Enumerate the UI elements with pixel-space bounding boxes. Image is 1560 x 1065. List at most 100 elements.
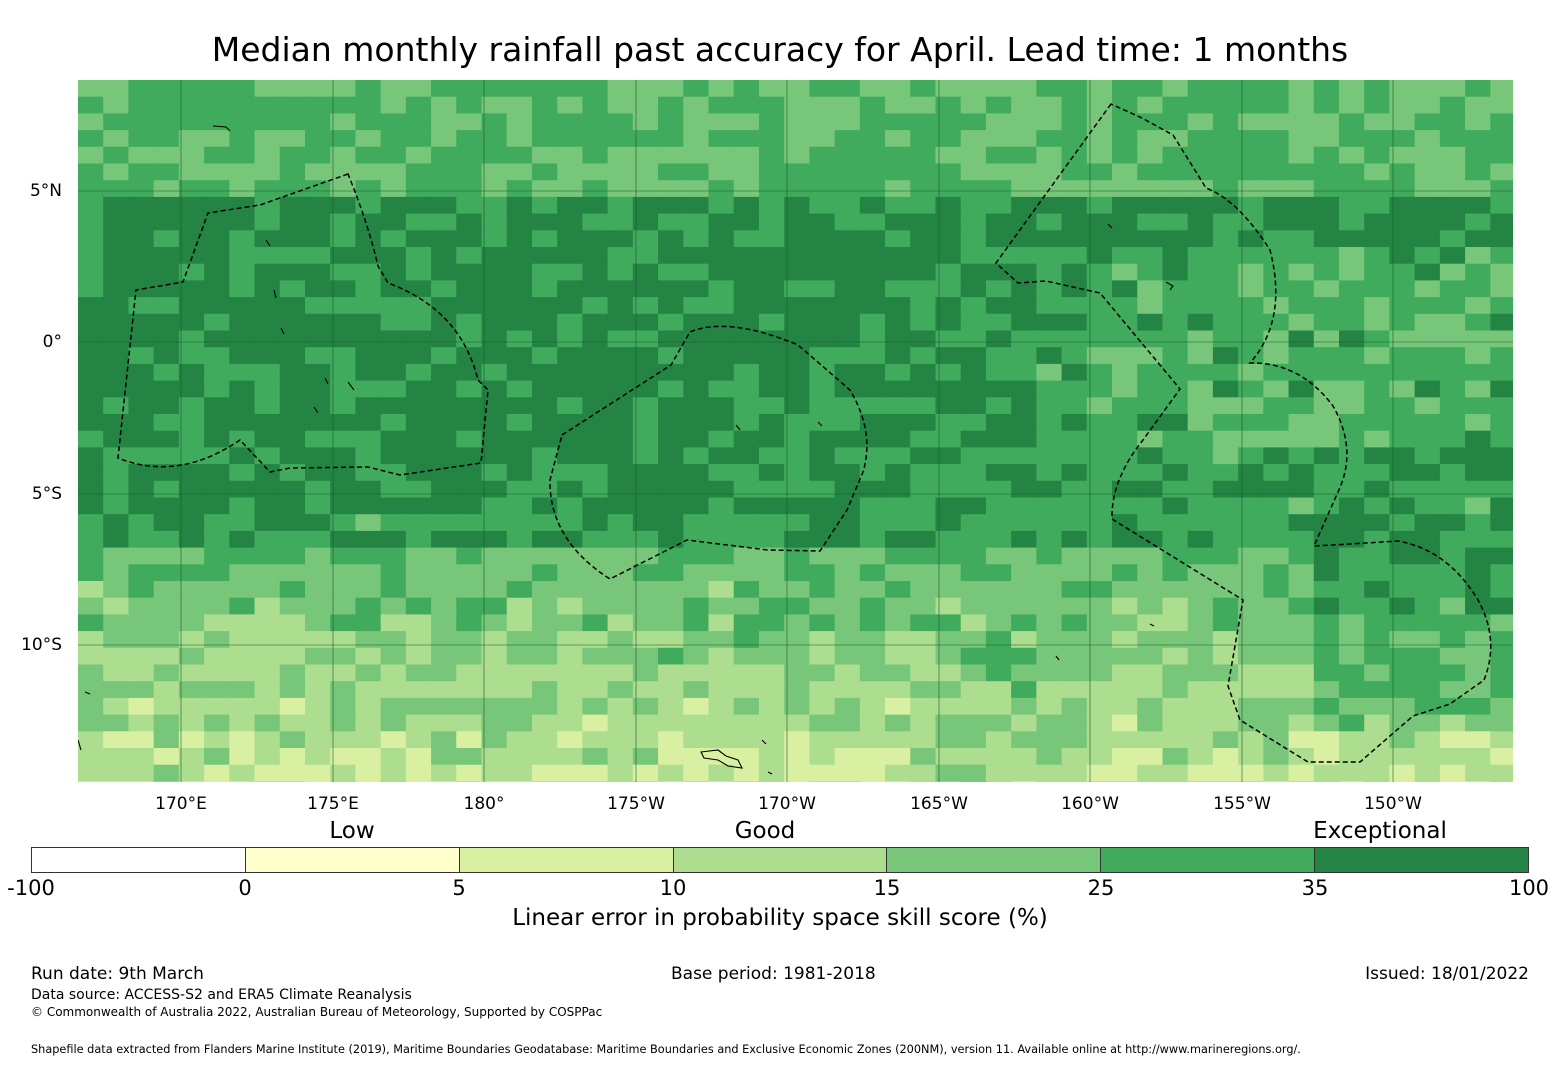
grid-cell	[1238, 80, 1264, 98]
grid-cell	[1313, 347, 1340, 365]
grid-cell	[708, 714, 735, 732]
grid-cell	[582, 397, 609, 415]
grid-cell	[1364, 781, 1391, 782]
grid-cell	[960, 781, 987, 782]
grid-cell	[1061, 347, 1088, 365]
grid-cell	[506, 530, 533, 549]
grid-cell	[103, 597, 130, 615]
grid-cell	[1414, 113, 1441, 131]
grid-cell	[1414, 731, 1441, 749]
grid-cell	[708, 530, 735, 549]
grid-cell	[1439, 564, 1466, 582]
grid-cell	[78, 414, 104, 432]
grid-cell	[254, 297, 281, 315]
grid-cell	[1313, 180, 1340, 198]
grid-cell	[1339, 213, 1365, 231]
grid-cell	[330, 163, 357, 181]
grid-cell	[304, 247, 331, 265]
grid-cell	[935, 180, 962, 198]
grid-cell	[1364, 330, 1391, 348]
grid-cell	[1263, 397, 1290, 415]
grid-cell	[1389, 480, 1416, 499]
grid-cell	[405, 380, 432, 398]
grid-cell	[405, 647, 432, 666]
grid-cell	[1086, 464, 1113, 482]
grid-cell	[1439, 297, 1466, 315]
grid-cell	[607, 781, 634, 782]
grid-cell	[1212, 547, 1239, 565]
grid-cell	[1187, 163, 1214, 181]
grid-cell	[1389, 380, 1416, 398]
grid-cell	[1439, 480, 1466, 499]
grid-cell	[1112, 113, 1138, 131]
grid-cell	[683, 247, 710, 265]
grid-cell	[1414, 514, 1441, 532]
grid-cell	[1490, 447, 1513, 465]
legend-category-exceptional: Exceptional	[1313, 818, 1447, 844]
grid-cell	[1288, 514, 1315, 532]
grid-cell	[935, 447, 962, 465]
grid-cell	[229, 464, 256, 482]
grid-cell	[1465, 564, 1491, 582]
grid-cell	[128, 714, 155, 732]
grid-cell	[1061, 664, 1088, 682]
grid-cell	[1036, 347, 1063, 365]
grid-cell	[557, 647, 583, 666]
grid-cell	[885, 263, 911, 281]
grid-cell	[481, 597, 508, 615]
grid-cell	[1112, 497, 1138, 515]
grid-cell	[1086, 514, 1113, 532]
grid-cell	[784, 430, 810, 448]
grid-cell	[1490, 681, 1513, 699]
grid-cell	[355, 714, 382, 732]
grid-cell	[733, 80, 760, 98]
grid-cell	[910, 664, 937, 682]
grid-cell	[1162, 480, 1189, 499]
grid-cell	[632, 213, 659, 231]
grid-cell	[531, 414, 558, 432]
grid-cell	[103, 514, 130, 532]
grid-cell	[128, 146, 155, 165]
grid-cell	[1439, 781, 1466, 782]
grid-cell	[355, 180, 382, 198]
grid-cell	[582, 113, 609, 131]
grid-cell	[910, 113, 937, 131]
grid-cell	[1137, 96, 1164, 114]
grid-cell	[355, 163, 382, 181]
grid-cell	[910, 363, 937, 382]
grid-cell	[456, 681, 483, 699]
grid-cell	[1011, 614, 1037, 632]
grid-cell	[1137, 530, 1164, 549]
grid-cell	[658, 363, 684, 382]
grid-cell	[834, 480, 861, 499]
grid-cell	[1263, 497, 1290, 515]
grid-cell	[985, 664, 1012, 682]
grid-cell	[1414, 313, 1441, 332]
grid-cell	[330, 614, 357, 632]
grid-cell	[1339, 414, 1365, 432]
grid-cell	[960, 480, 987, 499]
grid-cell	[859, 547, 886, 565]
grid-cell	[1112, 514, 1138, 532]
grid-cell	[1137, 363, 1164, 382]
grid-cell	[128, 163, 155, 181]
grid-cell	[1162, 464, 1189, 482]
grid-cell	[758, 80, 785, 98]
grid-cell	[1112, 547, 1138, 565]
grid-cell	[859, 497, 886, 515]
grid-cell	[758, 230, 785, 248]
grid-cell	[531, 430, 558, 448]
grid-cell	[834, 497, 861, 515]
grid-cell	[229, 781, 256, 782]
grid-cell	[1086, 397, 1113, 415]
grid-cell	[1162, 247, 1189, 265]
grid-cell	[859, 280, 886, 298]
grid-cell	[254, 247, 281, 265]
grid-cell	[1313, 681, 1340, 699]
grid-cell	[632, 447, 659, 465]
grid-cell	[506, 363, 533, 382]
grid-cell	[1313, 263, 1340, 281]
grid-cell	[935, 714, 962, 732]
grid-cell	[380, 414, 407, 432]
grid-cell	[557, 547, 583, 565]
